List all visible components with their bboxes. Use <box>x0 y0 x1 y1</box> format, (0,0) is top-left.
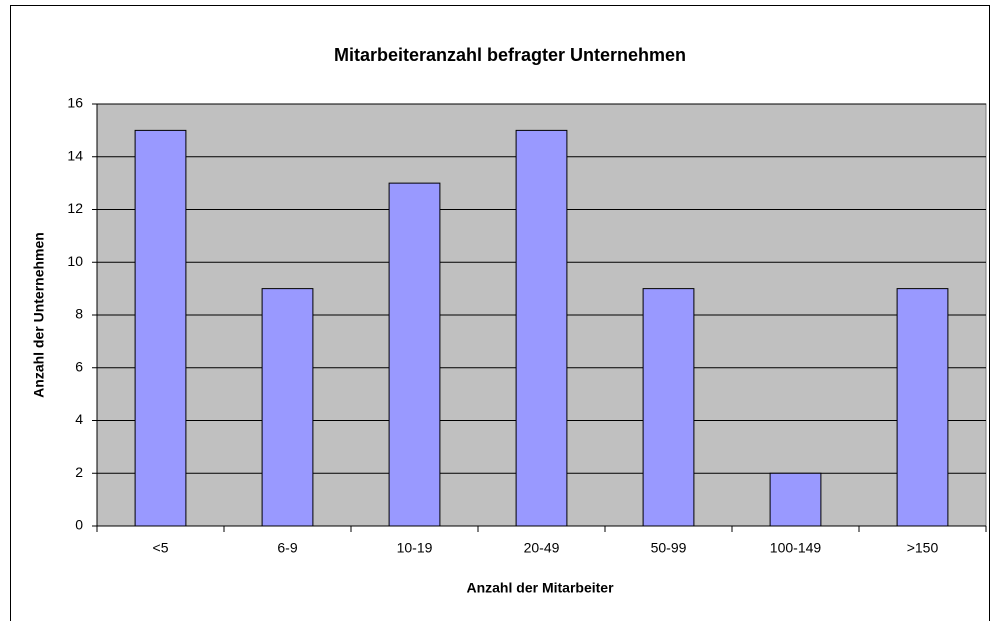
x-tick-label: 6-9 <box>277 540 297 556</box>
y-tick-label: 16 <box>67 95 83 111</box>
bar <box>769 472 822 527</box>
y-tick-label: 10 <box>67 253 83 269</box>
y-tick-label: 14 <box>67 147 83 163</box>
bar <box>642 288 695 527</box>
x-tick-label: <5 <box>153 540 169 556</box>
y-tick-label: 4 <box>75 411 83 427</box>
bar <box>261 288 314 527</box>
x-tick-label: 10-19 <box>397 540 433 556</box>
x-tick-label: 50-99 <box>651 540 687 556</box>
y-tick-label: 12 <box>67 200 83 216</box>
x-tick-label: 100-149 <box>770 540 822 556</box>
y-axis-label: Anzahl der Unternehmen <box>31 232 47 398</box>
bar <box>388 182 441 527</box>
x-axis-label: Anzahl der Mitarbeiter <box>466 580 614 596</box>
bar <box>896 288 949 527</box>
bar <box>134 129 187 527</box>
y-tick-label: 6 <box>75 358 83 374</box>
chart-title: Mitarbeiteranzahl befragter Unternehmen <box>334 45 686 65</box>
bar <box>515 129 568 527</box>
y-tick-label: 0 <box>75 517 83 533</box>
x-tick-label: >150 <box>907 540 939 556</box>
y-tick-label: 8 <box>75 306 83 322</box>
y-tick-label: 2 <box>75 464 83 480</box>
x-tick-label: 20-49 <box>524 540 560 556</box>
